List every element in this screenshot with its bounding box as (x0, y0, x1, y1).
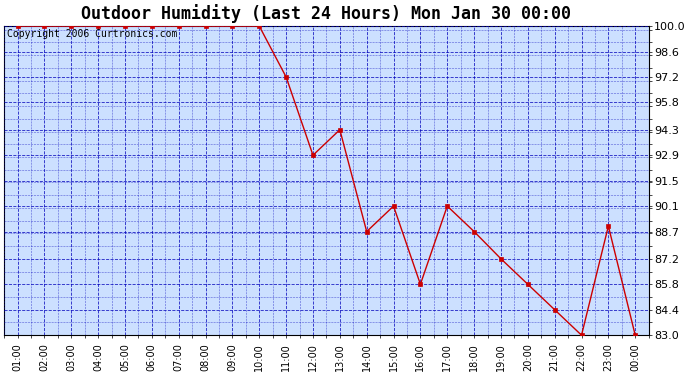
Text: Copyright 2006 Curtronics.com: Copyright 2006 Curtronics.com (8, 29, 178, 39)
Title: Outdoor Humidity (Last 24 Hours) Mon Jan 30 00:00: Outdoor Humidity (Last 24 Hours) Mon Jan… (81, 4, 571, 23)
